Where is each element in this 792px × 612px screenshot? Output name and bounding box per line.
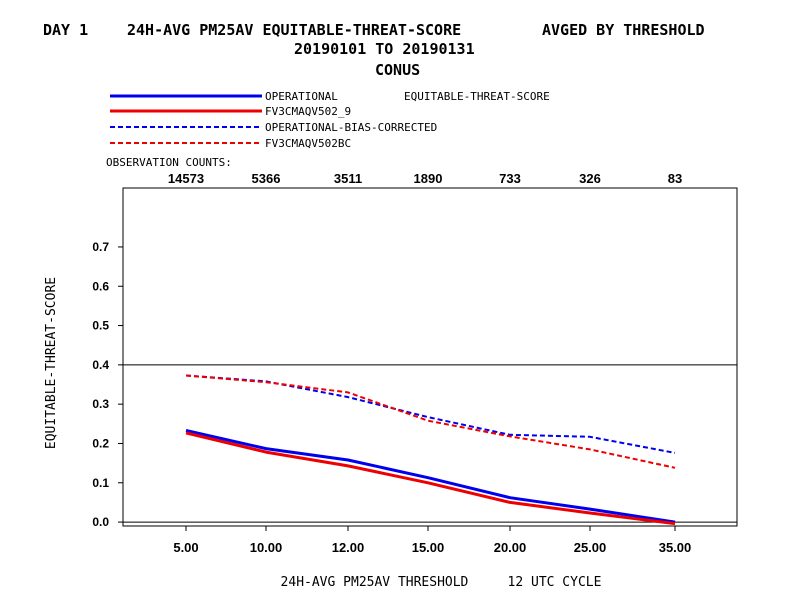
observation-count: 1890: [414, 171, 443, 186]
observation-count: 326: [579, 171, 601, 186]
x-tick-label: 10.00: [250, 540, 283, 555]
y-tick-label: 0.5: [92, 319, 109, 333]
series-line-operational-bias-corrected: [185, 374, 676, 454]
x-tick-label: 15.00: [412, 540, 445, 555]
observation-count: 3511: [334, 171, 362, 186]
x-tick-label: 35.00: [659, 540, 692, 555]
legend: OPERATIONAL EQUITABLE-THREAT-SCORE FV3CM…: [110, 90, 550, 150]
y-axis-title: EQUITABLE-THREAT-SCORE: [44, 277, 59, 449]
y-tick-label: 0.7: [92, 240, 109, 254]
y-tick-label: 0.2: [92, 436, 109, 450]
series-line-fv3cmaqv502-9: [185, 431, 676, 526]
day-label: DAY 1: [43, 21, 89, 39]
reference-lines: [123, 364, 737, 523]
observation-count: 83: [668, 171, 682, 186]
legend-label-operational-bias-corrected: OPERATIONAL-BIAS-CORRECTED: [265, 121, 437, 134]
x-tick-label: 12.00: [332, 540, 365, 555]
averaging-label: AVGED BY THRESHOLD: [542, 21, 705, 39]
date-range: 20190101 TO 20190131: [294, 40, 475, 58]
legend-label-operational: OPERATIONAL: [265, 90, 338, 103]
y-tick-label: 0.6: [92, 279, 109, 293]
observation-count: 5366: [252, 171, 281, 186]
observation-counts-label: OBSERVATION COUNTS:: [106, 156, 232, 169]
x-tick-label: 5.00: [173, 540, 198, 555]
chart-title: 24H-AVG PM25AV EQUITABLE-THREAT-SCORE: [127, 21, 462, 39]
x-axis: 5.00 10.00 12.00 15.00 20.00 25.00 35.00: [173, 526, 691, 555]
x-tick-label: 25.00: [574, 540, 607, 555]
observation-counts: 14573 5366 3511 1890 733 326 83: [168, 171, 682, 186]
observation-count: 733: [499, 171, 521, 186]
series-line-operational: [185, 429, 676, 524]
legend-label-fv3cmaqv502bc: FV3CMAQV502BC: [265, 137, 351, 150]
x-axis-title: 24H-AVG PM25AV THRESHOLD 12 UTC CYCLE: [281, 575, 602, 590]
legend-metric-label: EQUITABLE-THREAT-SCORE: [404, 90, 550, 103]
legend-label-fv3cmaqv502-9: FV3CMAQV502_9: [265, 105, 351, 118]
plot-frame: [122, 187, 738, 527]
series-lines: [185, 374, 676, 526]
y-tick-label: 0.0: [92, 515, 109, 529]
x-tick-label: 20.00: [494, 540, 527, 555]
y-axis: 0.0 0.1 0.2 0.3 0.4 0.5 0.6 0.7: [92, 240, 123, 529]
y-tick-label: 0.1: [92, 476, 109, 490]
y-tick-label: 0.3: [92, 397, 109, 411]
y-tick-label: 0.4: [92, 358, 109, 372]
observation-count: 14573: [168, 171, 204, 186]
region-label: CONUS: [375, 61, 421, 79]
series-line-fv3cmaqv502bc: [185, 374, 676, 469]
